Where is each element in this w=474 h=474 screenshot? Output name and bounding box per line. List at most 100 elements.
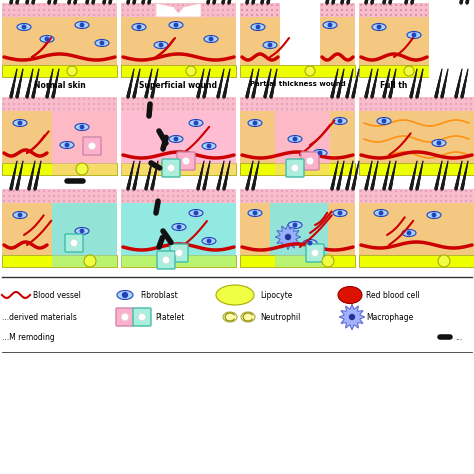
Circle shape [470,200,472,202]
Circle shape [301,195,303,197]
Bar [2,163,117,175]
Circle shape [470,108,472,110]
Circle shape [246,9,248,11]
Circle shape [256,195,258,197]
Circle shape [212,14,214,16]
Circle shape [43,14,45,16]
Circle shape [222,98,224,100]
Circle shape [8,195,10,197]
FancyBboxPatch shape [286,159,304,177]
Bar [121,65,236,77]
Circle shape [232,200,234,202]
Circle shape [470,195,472,197]
Circle shape [410,200,412,202]
Circle shape [271,98,273,100]
Circle shape [43,190,45,192]
Ellipse shape [248,210,262,217]
Circle shape [182,14,184,16]
Circle shape [470,190,472,192]
Circle shape [337,118,342,123]
Circle shape [157,200,159,202]
Circle shape [98,98,100,100]
Circle shape [38,195,40,197]
Circle shape [407,230,411,236]
Circle shape [271,4,273,6]
Circle shape [380,98,382,100]
Circle shape [440,190,442,192]
Circle shape [48,108,50,110]
Circle shape [58,98,60,100]
Circle shape [425,200,427,202]
Circle shape [251,200,253,202]
Circle shape [256,190,258,192]
Circle shape [420,195,422,197]
Circle shape [390,190,392,192]
Circle shape [425,4,427,6]
Circle shape [246,14,248,16]
Circle shape [38,98,40,100]
Circle shape [271,9,273,11]
Bar [121,255,236,267]
Circle shape [291,195,293,197]
Circle shape [390,4,392,6]
Circle shape [301,190,303,192]
Circle shape [271,103,273,105]
Bar [240,3,280,17]
Text: Red blood cell: Red blood cell [366,291,420,300]
Circle shape [321,195,323,197]
Circle shape [311,103,313,105]
Circle shape [251,14,253,16]
Circle shape [246,9,248,11]
Circle shape [142,108,144,110]
Circle shape [33,98,35,100]
Circle shape [301,14,303,16]
Circle shape [331,103,333,105]
Ellipse shape [189,119,203,127]
Ellipse shape [154,42,168,48]
Polygon shape [339,304,365,330]
Circle shape [405,9,407,11]
Circle shape [147,9,149,11]
Circle shape [93,4,95,6]
Circle shape [83,108,85,110]
Circle shape [385,108,387,110]
Circle shape [291,14,293,16]
Circle shape [3,98,5,100]
Circle shape [246,195,248,197]
Circle shape [430,98,432,100]
Circle shape [73,103,75,105]
Circle shape [380,190,382,192]
Circle shape [28,108,30,110]
Circle shape [445,9,447,11]
Circle shape [246,103,248,105]
Ellipse shape [75,21,89,28]
Circle shape [167,98,169,100]
Circle shape [73,14,75,16]
Circle shape [465,14,467,16]
Circle shape [132,14,134,16]
Circle shape [306,103,308,105]
Circle shape [410,108,412,110]
Bar [280,3,320,65]
Circle shape [53,98,55,100]
Circle shape [147,190,149,192]
Circle shape [425,14,427,16]
Circle shape [311,249,319,256]
Circle shape [122,292,128,298]
Text: ...: ... [455,332,462,341]
Circle shape [43,4,45,6]
Circle shape [460,98,462,100]
Circle shape [261,4,263,6]
Circle shape [232,4,234,6]
Circle shape [152,103,154,105]
Circle shape [158,43,164,47]
Circle shape [177,14,179,16]
Circle shape [375,4,377,6]
Circle shape [351,9,353,11]
Circle shape [341,4,343,6]
Circle shape [256,4,258,6]
Circle shape [197,9,199,11]
Circle shape [167,4,169,6]
Circle shape [192,108,194,110]
Ellipse shape [202,237,216,245]
